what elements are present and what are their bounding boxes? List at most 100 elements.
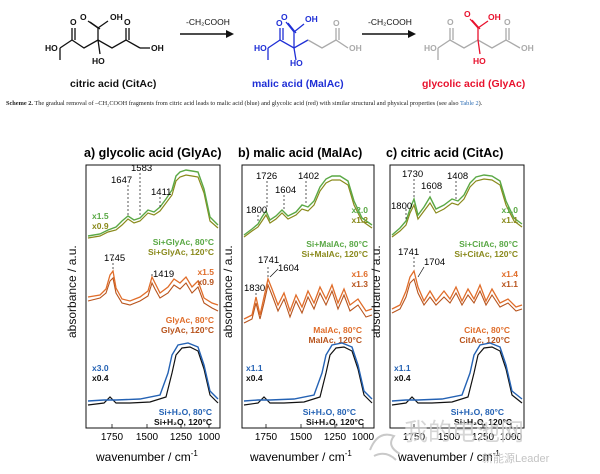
- malic-acid-name: malic acid (MalAc): [252, 78, 344, 90]
- citric-o-left: O: [70, 17, 77, 27]
- panel-c-top-spectrum-80: [391, 174, 523, 236]
- watermark-logo-icon: [369, 433, 401, 461]
- caption-text: The gradual removal of –CH₂COOH fragment…: [32, 100, 460, 107]
- panel-b-peak-1741: 1741: [258, 255, 279, 266]
- panel-b-tick-1500: 1500: [290, 432, 313, 443]
- watermark-line-1: 我的电池网: [404, 419, 524, 446]
- panel-b-peak-1402: 1402: [298, 171, 319, 182]
- glycolic-ho-left: HO: [424, 43, 437, 53]
- citric-ho-mid: HO: [92, 56, 105, 66]
- panel-b: b) malic acid (MalAc) absorbance / a.u. …: [221, 146, 375, 443]
- citric-acid-name: citric acid (CitAc): [70, 78, 156, 90]
- panel-a-frame: [85, 164, 221, 429]
- panel-c-y-axis-label: absorbance / a.u.: [369, 245, 383, 338]
- panel-a-tick-1000: 1000: [198, 432, 221, 443]
- panel-c-top-scale-80: x1.0: [501, 205, 518, 215]
- molecule-glycolic-acid: [437, 18, 521, 60]
- malic-oh-top: OH: [305, 14, 318, 24]
- malic-ho-left: HO: [254, 43, 267, 53]
- panel-b-tick-1750: 1750: [255, 432, 278, 443]
- panel-c-top-legend-80: Si+CitAc, 80°C: [459, 239, 518, 249]
- panel-c-mid-spectrum-80: [391, 269, 523, 310]
- citric-oh-top: OH: [110, 12, 123, 22]
- panel-b-frame: [241, 164, 375, 429]
- panel-a-peak-1411: 1411: [151, 187, 171, 198]
- panel-b-top-scale-80: x2.0: [351, 205, 368, 215]
- panel-a-top-spectrum-120: [87, 174, 219, 239]
- panel-b-peak-1604-leader: [269, 268, 279, 278]
- caption-table-link[interactable]: Table 2: [459, 100, 479, 107]
- ir-spectra-figure: absorbance / a.u. a) glycolic acid (GlyA…: [65, 146, 525, 464]
- panel-c-bot-scale-80: x1.1: [394, 363, 411, 373]
- panel-a-title: a) glycolic acid (GlyAc): [84, 146, 222, 160]
- reaction-arrow-2: [362, 30, 416, 38]
- glycolic-oh-top: OH: [488, 12, 501, 22]
- panel-a-bot-scale-120: x0.4: [92, 373, 109, 383]
- watermark-line-2: 新能源Leader: [482, 451, 550, 465]
- scheme-caption: Scheme 2. The gradual removal of –CH₂COO…: [6, 100, 594, 108]
- citric-o-top: O: [80, 12, 87, 22]
- panel-a-bot-legend-80: Si+H₂O, 80°C: [159, 407, 212, 417]
- panel-c-peak-1704-leader: [417, 266, 425, 278]
- panel-c-mid-scale-80: x1.4: [501, 269, 518, 279]
- panel-c-bot-legend-120: Si+H₂O, 120°C: [454, 417, 512, 427]
- step-label-2: -CH₂COOH: [368, 17, 412, 27]
- panel-a-tick-1750: 1750: [101, 432, 124, 443]
- citric-oh-right: OH: [151, 43, 164, 53]
- panel-c-top-legend-120: Si+CitAc, 120°C: [454, 249, 518, 259]
- panel-b-x-axis-label: wavenumber / cm-1: [249, 449, 352, 464]
- malic-o-left: O: [276, 18, 283, 28]
- panel-c-mid-scale-120: x1.1: [501, 279, 518, 289]
- panel-c-bot-spectrum-80: [391, 342, 523, 402]
- panel-a-peak-1419: 1419: [153, 269, 174, 280]
- panel-a-peak-1583: 1583: [131, 163, 152, 174]
- panel-b-y-axis-label: absorbance / a.u.: [221, 245, 235, 338]
- panel-b-bot-legend-120: Si+H₂O, 120°C: [306, 417, 364, 427]
- panel-c-tick-1500: 1500: [438, 432, 461, 443]
- malic-oh-right: OH: [349, 43, 362, 53]
- malic-o-right: O: [333, 18, 340, 28]
- panel-b-peak-1800: 1800: [246, 205, 267, 216]
- panel-a-mid-spectrum-80: [87, 269, 219, 306]
- panel-b-peak-1604-mid: 1604: [278, 263, 299, 274]
- glycolic-o-left: O: [447, 17, 454, 27]
- panel-b-title: b) malic acid (MalAc): [238, 146, 362, 160]
- molecule-malic-acid: [267, 21, 349, 61]
- panel-a-bot-scale-80: x3.0: [92, 363, 109, 373]
- panel-a-peak-1745: 1745: [104, 253, 125, 264]
- panel-b-tick-1000: 1000: [352, 432, 375, 443]
- panel-b-peak-1726: 1726: [256, 171, 277, 182]
- panel-c-frame: [389, 164, 525, 429]
- panel-a-top-scale-120: x0.9: [92, 221, 109, 231]
- citric-o-right: O: [124, 17, 131, 27]
- panel-b-bot-spectrum-80: [243, 342, 373, 402]
- panel-c-mid-legend-80: CitAc, 80°C: [464, 325, 510, 335]
- panel-b-mid-legend-120: MalAc, 120°C: [309, 335, 362, 345]
- caption-end: ).: [478, 100, 483, 107]
- panel-b-peak-1830: 1830: [244, 283, 265, 294]
- glycolic-oh-right: OH: [521, 43, 534, 53]
- citric-ho-left: HO: [45, 43, 58, 53]
- panel-a-x-axis-label: wavenumber / cm-1: [95, 449, 198, 464]
- panel-b-top-spectrum-80: [243, 175, 373, 236]
- glycolic-o-right: O: [504, 17, 511, 27]
- panel-c-peak-1704: 1704: [424, 257, 445, 268]
- panel-b-mid-legend-80: MalAc, 80°C: [313, 325, 362, 335]
- panel-a-bot-spectrum-80: [87, 342, 219, 402]
- panel-b-mid-spectrum-120: [243, 283, 373, 324]
- panel-b-peak-1604: 1604: [275, 185, 296, 196]
- panel-a-mid-scale-120: x0.9: [197, 277, 214, 287]
- panel-b-bot-scale-120: x0.4: [246, 373, 263, 383]
- panel-c: c) citric acid (CitAc) absorbance / a.u.…: [369, 146, 525, 443]
- reaction-scheme: OH O O O HO HO OH citric acid (CitAc) -C…: [45, 9, 534, 90]
- panel-b-tick-1250: 1250: [324, 432, 347, 443]
- panel-a-tick-1500: 1500: [136, 432, 159, 443]
- panel-c-x-axis-label: wavenumber / cm-1: [397, 449, 500, 464]
- glycolic-acid-name: glycolic acid (GlyAc): [422, 78, 525, 90]
- panel-c-peak-1800: 1800: [391, 201, 412, 212]
- malic-o-top: O: [281, 12, 288, 22]
- panel-c-peak-1608: 1608: [421, 181, 442, 192]
- panel-b-mid-spectrum-80: [243, 276, 373, 320]
- panel-a: a) glycolic acid (GlyAc) 1750 1500 1250 …: [84, 146, 222, 443]
- panel-c-bot-legend-80: Si+H₂O, 80°C: [451, 407, 504, 417]
